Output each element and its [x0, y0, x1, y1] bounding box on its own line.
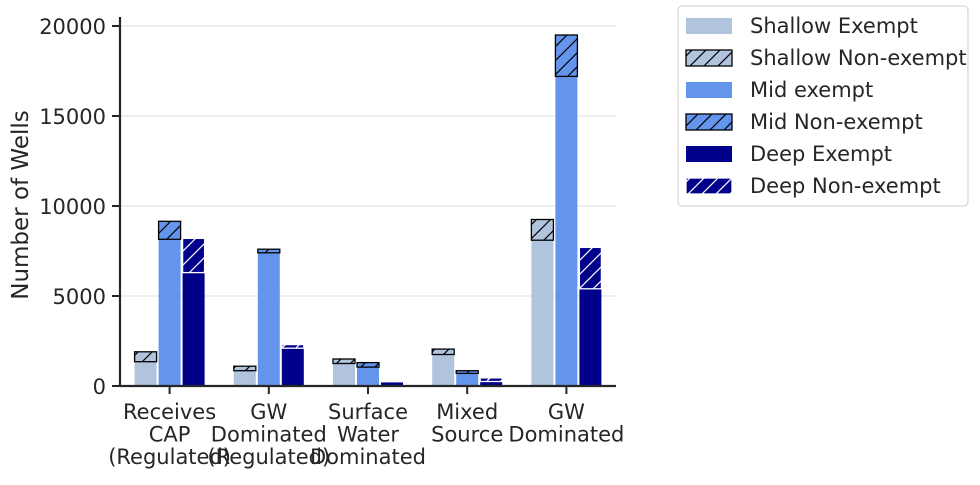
bar-deep-exempt — [480, 381, 503, 386]
bar-shallow-nonexempt-hatch — [431, 348, 455, 356]
bar-shallow-exempt — [233, 370, 256, 386]
bar-deep-nonexempt-hatch — [578, 246, 603, 290]
bar-mid-exempt — [357, 367, 379, 386]
x-tick-label: Source — [431, 423, 503, 447]
y-tick-label: 15000 — [39, 105, 106, 129]
legend-label: Deep Non-exempt — [750, 174, 941, 198]
x-tick-label: Dominated — [211, 423, 327, 447]
y-axis-label: Number of Wells — [8, 110, 34, 300]
y-tick-label: 0 — [93, 375, 106, 399]
x-tick-label: GW — [250, 400, 287, 424]
bar-shallow-exempt — [333, 363, 355, 386]
legend-frame — [677, 5, 969, 207]
legend-swatch-hatch — [685, 49, 733, 67]
bar-mid-exempt — [456, 373, 479, 386]
x-tick-label: Receives — [123, 400, 216, 424]
y-tick-label: 10000 — [39, 195, 106, 219]
x-tick-label: Dominated — [508, 423, 624, 447]
bar-shallow-nonexempt-hatch — [233, 365, 257, 372]
bar-deep-exempt — [579, 288, 602, 386]
bar-mid-exempt — [257, 252, 280, 386]
bar-mid-nonexempt-hatch — [257, 248, 281, 254]
bar-shallow-exempt — [531, 240, 554, 386]
bar-mid-nonexempt-hatch — [455, 370, 479, 375]
bars — [133, 34, 603, 387]
legend: Shallow Exempt Shallow Non-exempt Mid exem… — [677, 5, 969, 207]
bar-deep-exempt — [182, 272, 205, 386]
bar-mid-nonexempt-hatch — [554, 34, 579, 78]
bar-shallow-nonexempt-hatch — [133, 351, 158, 363]
x-tick-label: CAP — [149, 423, 191, 447]
legend-label: Shallow Exempt — [750, 14, 918, 38]
bar-shallow-exempt — [432, 354, 455, 386]
x-tick-label: GW — [548, 400, 585, 424]
legend-swatch-hatch — [685, 113, 733, 131]
legend-swatch-hatch — [685, 177, 733, 195]
y-tick-label: 20000 — [39, 15, 106, 39]
bar-mid-nonexempt-hatch — [356, 361, 380, 368]
x-tick-label: (Regulated) — [207, 445, 330, 469]
bar-deep-nonexempt-hatch — [181, 237, 206, 274]
bar-shallow-nonexempt-hatch — [332, 358, 356, 365]
legend-label: Deep Exempt — [750, 142, 892, 166]
x-tick-label: Mixed — [436, 400, 498, 424]
bar-mid-nonexempt-hatch — [157, 220, 182, 240]
y-tick-label: 5000 — [53, 285, 106, 309]
x-tick-label: Dominated — [310, 445, 426, 469]
bar-mid-exempt — [555, 76, 578, 387]
bar-shallow-nonexempt-hatch — [530, 218, 555, 241]
bar-shallow-exempt — [134, 361, 157, 386]
x-tick-label: Water — [337, 423, 399, 447]
bar-mid-exempt — [158, 239, 181, 386]
bar-deep-exempt — [381, 382, 403, 386]
legend-swatch — [686, 18, 732, 34]
bar-deep-exempt — [281, 348, 304, 386]
bar-deep-nonexempt-hatch — [281, 343, 305, 349]
axes: 05000100001500020000ReceivesCAP(Regulate… — [39, 15, 624, 469]
legend-swatch — [686, 146, 732, 162]
legend-swatch — [686, 82, 732, 98]
x-tick-label: Surface — [328, 400, 408, 424]
legend-label: Shallow Non-exempt — [750, 46, 967, 70]
x-tick-label: (Regulated) — [108, 445, 231, 469]
legend-label: Mid Non-exempt — [750, 110, 923, 134]
legend-label: Mid exempt — [750, 78, 873, 102]
bar-deep-nonexempt-hatch — [479, 377, 503, 383]
